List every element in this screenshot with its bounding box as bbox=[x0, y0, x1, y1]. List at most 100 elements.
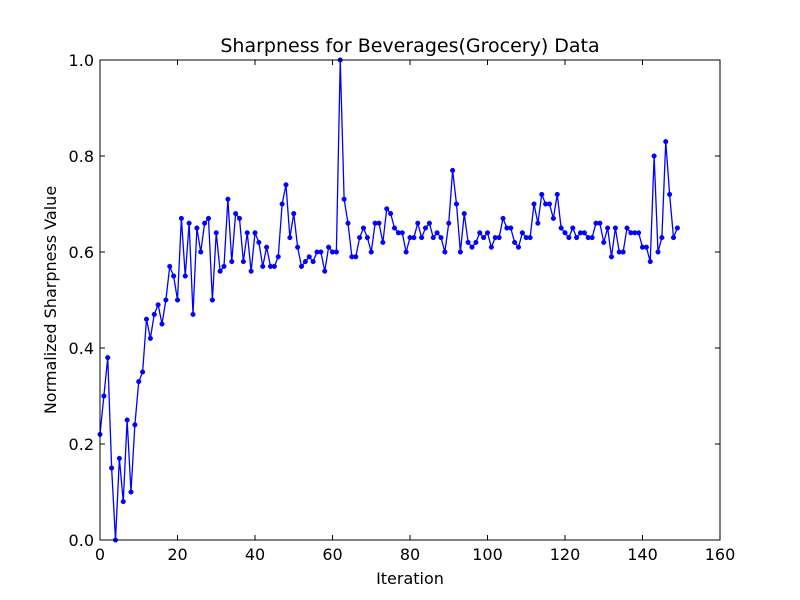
x-tick-label: 60 bbox=[322, 545, 342, 564]
data-point bbox=[136, 379, 142, 385]
data-point bbox=[291, 211, 297, 217]
data-point bbox=[512, 239, 518, 245]
data-point bbox=[399, 230, 405, 236]
data-point bbox=[213, 230, 219, 236]
data-point bbox=[465, 239, 471, 245]
data-point bbox=[419, 235, 425, 241]
data-point bbox=[174, 297, 181, 303]
data-point bbox=[159, 321, 165, 327]
data-point bbox=[333, 249, 339, 255]
data-point bbox=[271, 263, 277, 269]
data-point bbox=[322, 268, 328, 274]
data-point bbox=[535, 220, 541, 226]
data-point bbox=[221, 263, 227, 269]
data-point bbox=[601, 239, 607, 245]
data-point bbox=[287, 235, 293, 241]
data-point bbox=[636, 230, 642, 236]
data-point bbox=[155, 302, 161, 308]
data-point bbox=[608, 254, 615, 260]
data-point bbox=[508, 225, 514, 231]
y-axis-title: Normalized Sharpness Value bbox=[41, 186, 60, 414]
x-tick-label: 120 bbox=[550, 545, 581, 564]
data-point bbox=[376, 220, 382, 226]
data-point bbox=[295, 244, 301, 250]
x-tick-label: 20 bbox=[167, 545, 187, 564]
data-point bbox=[279, 201, 285, 207]
data-point bbox=[515, 244, 522, 250]
data-point bbox=[527, 235, 533, 241]
data-point bbox=[380, 239, 386, 245]
y-tick-label: 0.6 bbox=[69, 243, 94, 262]
data-point bbox=[326, 244, 332, 250]
data-point bbox=[411, 235, 417, 241]
data-point bbox=[643, 244, 649, 250]
x-tick-label: 140 bbox=[627, 545, 658, 564]
data-point bbox=[229, 259, 235, 265]
data-point bbox=[620, 249, 626, 255]
x-tick-label: 0 bbox=[95, 545, 105, 564]
data-point bbox=[151, 311, 157, 317]
chart-title: Sharpness for Beverages(Grocery) Data bbox=[220, 35, 599, 57]
data-point bbox=[302, 259, 308, 265]
data-point bbox=[589, 235, 595, 241]
data-point bbox=[244, 230, 250, 236]
data-point bbox=[163, 297, 169, 303]
data-point bbox=[450, 167, 456, 173]
data-point bbox=[554, 191, 560, 197]
y-tick-label: 0.4 bbox=[69, 339, 94, 358]
data-series bbox=[97, 57, 680, 543]
data-point bbox=[178, 215, 184, 221]
data-point bbox=[659, 235, 665, 241]
data-point bbox=[360, 225, 367, 231]
data-point bbox=[353, 254, 359, 260]
data-point bbox=[225, 196, 231, 202]
data-point bbox=[306, 254, 312, 260]
data-point bbox=[605, 225, 611, 231]
data-point bbox=[248, 268, 254, 274]
plot-frame bbox=[99, 59, 721, 541]
data-point bbox=[457, 249, 463, 255]
data-point bbox=[546, 201, 553, 207]
data-point bbox=[612, 225, 618, 231]
data-point bbox=[570, 225, 576, 231]
data-point bbox=[430, 235, 436, 241]
data-point bbox=[581, 230, 587, 236]
data-point bbox=[562, 230, 568, 236]
data-point bbox=[341, 196, 347, 202]
data-point bbox=[461, 211, 467, 217]
data-point bbox=[446, 220, 452, 226]
data-point bbox=[647, 259, 653, 265]
x-tick-label: 100 bbox=[472, 545, 503, 564]
data-point bbox=[202, 220, 208, 226]
data-point bbox=[597, 220, 603, 226]
data-point bbox=[209, 297, 215, 303]
data-point bbox=[240, 259, 246, 265]
data-point bbox=[539, 191, 545, 197]
data-point bbox=[368, 249, 374, 255]
data-point bbox=[422, 225, 429, 231]
data-point bbox=[519, 230, 525, 236]
data-point bbox=[434, 230, 440, 236]
data-point bbox=[171, 273, 177, 279]
data-point bbox=[132, 422, 138, 428]
y-tick-label: 1.0 bbox=[69, 51, 94, 70]
axis-ticks: 0 20 40 60 80 100 120 140 160 0.0 0.2 0.4 0.6 0.8 1.0 bbox=[69, 51, 736, 564]
data-point bbox=[357, 235, 363, 241]
data-point bbox=[128, 489, 134, 495]
data-point bbox=[116, 455, 122, 461]
data-point bbox=[194, 225, 200, 231]
data-point bbox=[109, 465, 115, 471]
data-point bbox=[298, 263, 305, 269]
data-point bbox=[260, 263, 266, 269]
x-tick-label: 80 bbox=[400, 545, 420, 564]
data-point bbox=[391, 225, 398, 231]
data-point bbox=[120, 499, 126, 505]
data-point bbox=[236, 215, 243, 221]
y-tick-label: 0.8 bbox=[69, 147, 94, 166]
data-point bbox=[140, 369, 146, 375]
data-point bbox=[167, 263, 173, 269]
data-point bbox=[198, 249, 204, 255]
data-point bbox=[233, 211, 239, 217]
